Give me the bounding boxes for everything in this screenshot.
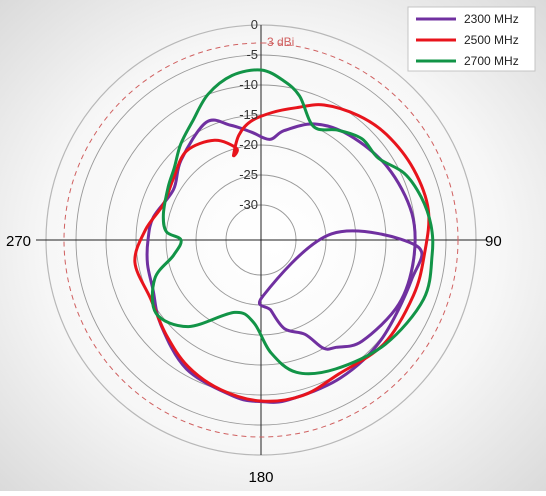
radial-tick-label: -10 <box>239 77 258 92</box>
polar-grid <box>36 24 486 456</box>
radial-tick-label: 0 <box>251 17 258 32</box>
series-line-2 <box>150 68 435 376</box>
reference-circle-group: -3 dBi <box>63 35 459 438</box>
angle-label-270: 270 <box>6 233 31 250</box>
series-line-0 <box>145 118 424 404</box>
angle-labels: 90 180 270 <box>6 233 502 486</box>
angle-label-180: 180 <box>248 469 273 486</box>
legend-label: 2700 MHz <box>464 54 519 68</box>
reference-circle-label: -3 dBi <box>263 35 294 49</box>
series-group <box>133 68 435 404</box>
radial-tick-labels: 0 -5 -10 -15 -20 -25 -30 <box>239 17 258 212</box>
radial-tick-label: -15 <box>239 107 258 122</box>
legend: 2300 MHz 2500 MHz 2700 MHz <box>407 6 536 72</box>
angle-label-90: 90 <box>485 233 502 250</box>
series-line-1 <box>133 103 431 403</box>
radial-tick-label: -30 <box>239 197 258 212</box>
legend-label: 2500 MHz <box>464 33 519 47</box>
radial-tick-label: -5 <box>246 47 258 62</box>
radial-tick-label: -25 <box>239 167 258 182</box>
radial-tick-label: -20 <box>239 137 258 152</box>
legend-label: 2300 MHz <box>464 12 519 26</box>
reference-circle <box>63 42 459 438</box>
